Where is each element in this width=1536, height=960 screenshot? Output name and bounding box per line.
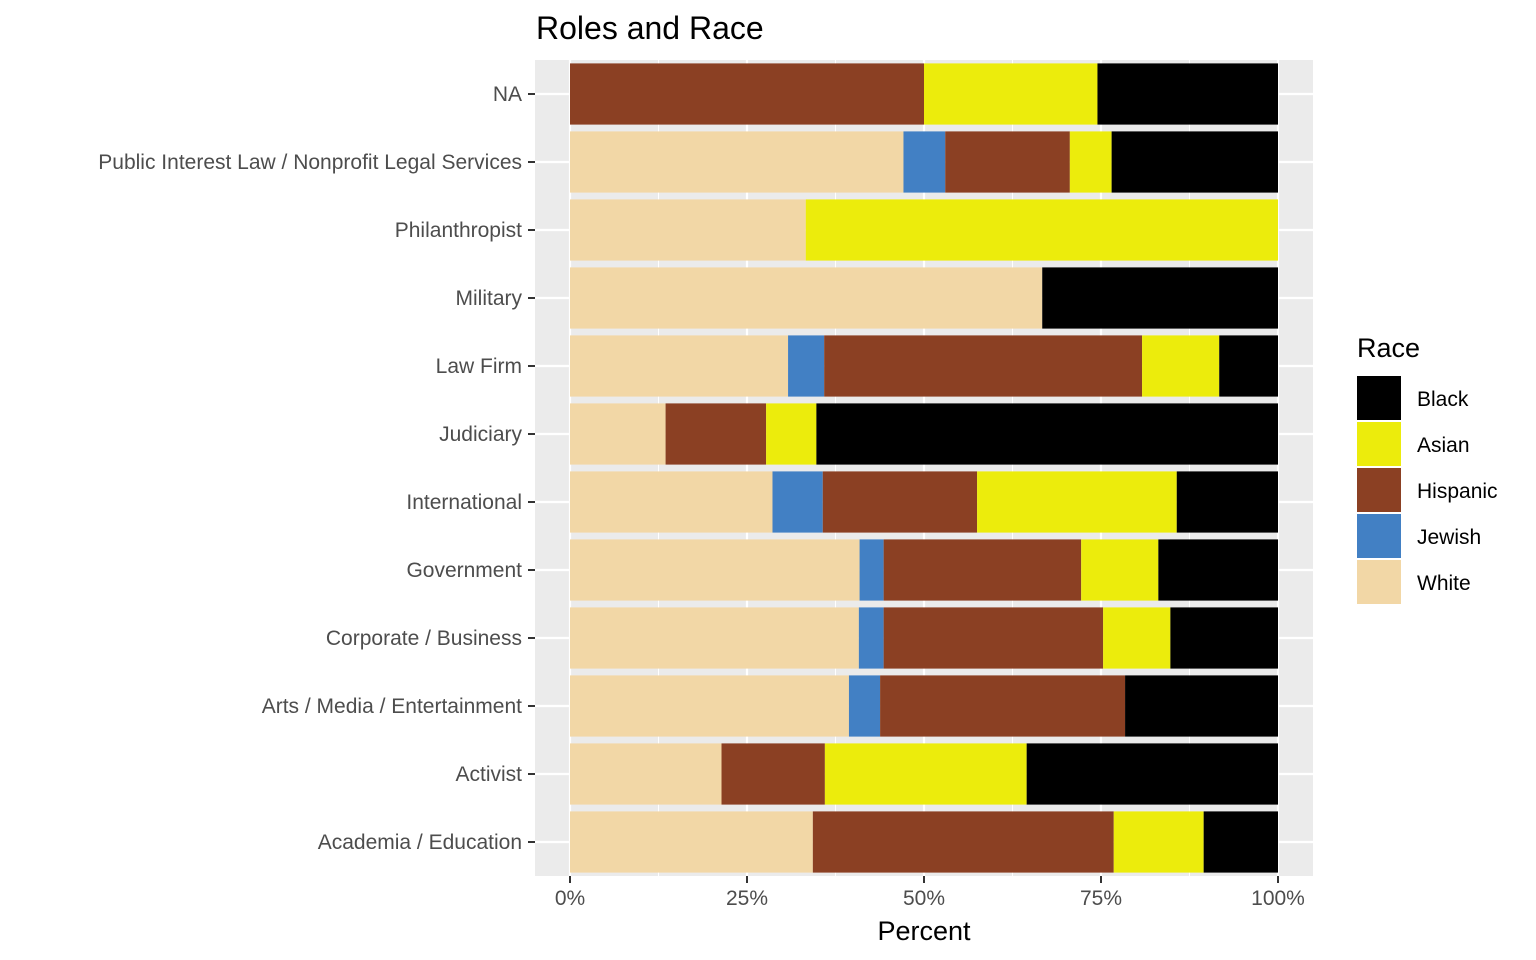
bar-corporate-business-hispanic bbox=[883, 607, 1104, 669]
bar-academia-education-hispanic bbox=[812, 811, 1114, 873]
bar-law-firm-hispanic bbox=[824, 335, 1143, 397]
bar-public-interest-law-nonprofit-legal-services-jewish bbox=[903, 131, 946, 193]
bar-corporate-business-jewish bbox=[858, 607, 884, 669]
x-tick-label: 100% bbox=[1251, 887, 1305, 910]
bar-philanthropist-asian bbox=[805, 199, 1278, 261]
bar-arts-media-entertainment-jewish bbox=[848, 675, 881, 737]
bar-international-asian bbox=[977, 471, 1177, 533]
bar-corporate-business-asian bbox=[1103, 607, 1171, 669]
category-label-international: International bbox=[406, 491, 522, 514]
bar-corporate-business-black bbox=[1170, 607, 1278, 669]
bars bbox=[570, 63, 1278, 873]
category-labels: NA Public Interest Law / Nonprofit Legal … bbox=[98, 83, 535, 854]
bar-judiciary-asian bbox=[766, 403, 817, 465]
bar-na-black bbox=[1097, 63, 1278, 125]
bar-na-hispanic bbox=[570, 63, 924, 125]
legend-swatch-black bbox=[1357, 376, 1401, 420]
bar-activist-white bbox=[570, 743, 722, 805]
bar-na-asian bbox=[924, 63, 1098, 125]
bar-judiciary-white bbox=[570, 403, 666, 465]
category-label-law-firm: Law Firm bbox=[436, 355, 522, 378]
category-label-arts-media-entertainment: Arts / Media / Entertainment bbox=[262, 695, 522, 718]
category-label-government: Government bbox=[406, 559, 522, 582]
legend-swatch-white bbox=[1357, 560, 1401, 604]
legend-label-asian: Asian bbox=[1417, 434, 1470, 457]
category-label-public-interest-law-nonprofit-legal-services: Public Interest Law / Nonprofit Legal Se… bbox=[98, 151, 522, 174]
legend-swatch-jewish bbox=[1357, 514, 1401, 558]
bar-activist-hispanic bbox=[721, 743, 825, 805]
legend-label-jewish: Jewish bbox=[1417, 526, 1481, 549]
category-label-na: NA bbox=[493, 83, 522, 106]
bar-academia-education-white bbox=[570, 811, 813, 873]
bar-corporate-business-white bbox=[570, 607, 859, 669]
bar-judiciary-hispanic bbox=[665, 403, 767, 465]
bar-public-interest-law-nonprofit-legal-services-hispanic bbox=[945, 131, 1070, 193]
bar-government-jewish bbox=[859, 539, 884, 601]
bar-philanthropist-white bbox=[570, 199, 806, 261]
bar-government-hispanic bbox=[883, 539, 1082, 601]
category-label-activist: Activist bbox=[455, 763, 522, 786]
legend-title: Race bbox=[1357, 333, 1420, 363]
bar-public-interest-law-nonprofit-legal-services-white bbox=[570, 131, 904, 193]
x-axis-title: Percent bbox=[877, 916, 971, 946]
bar-international-hispanic bbox=[822, 471, 978, 533]
bar-law-firm-white bbox=[570, 335, 789, 397]
bar-law-firm-asian bbox=[1142, 335, 1220, 397]
bar-government-asian bbox=[1081, 539, 1159, 601]
legend-swatch-asian bbox=[1357, 422, 1401, 466]
bar-public-interest-law-nonprofit-legal-services-black bbox=[1111, 131, 1278, 193]
bar-academia-education-asian bbox=[1113, 811, 1204, 873]
category-label-corporate-business: Corporate / Business bbox=[326, 627, 522, 650]
legend: Race Black Asian Hispanic Jewish White bbox=[1357, 333, 1498, 604]
bar-arts-media-entertainment-black bbox=[1125, 675, 1278, 737]
category-label-academia-education: Academia / Education bbox=[318, 831, 522, 854]
bar-law-firm-jewish bbox=[788, 335, 825, 397]
category-label-philanthropist: Philanthropist bbox=[395, 219, 522, 242]
chart-title: Roles and Race bbox=[536, 10, 764, 46]
x-tick-label: 50% bbox=[903, 887, 945, 910]
bar-public-interest-law-nonprofit-legal-services-asian bbox=[1069, 131, 1112, 193]
x-tick-label: 0% bbox=[555, 887, 585, 910]
legend-swatch-hispanic bbox=[1357, 468, 1401, 512]
category-label-judiciary: Judiciary bbox=[439, 423, 522, 446]
legend-label-white: White bbox=[1417, 572, 1471, 595]
x-tick-label: 25% bbox=[726, 887, 768, 910]
bar-government-white bbox=[570, 539, 860, 601]
bar-military-white bbox=[570, 267, 1043, 329]
bar-international-white bbox=[570, 471, 773, 533]
bar-international-black bbox=[1176, 471, 1278, 533]
x-tick-label: 75% bbox=[1080, 887, 1122, 910]
bar-government-black bbox=[1158, 539, 1278, 601]
bar-academia-education-black bbox=[1203, 811, 1278, 873]
bar-international-jewish bbox=[772, 471, 823, 533]
bar-judiciary-black bbox=[816, 403, 1278, 465]
legend-label-black: Black bbox=[1417, 388, 1469, 411]
legend-label-hispanic: Hispanic bbox=[1417, 480, 1498, 503]
bar-activist-black bbox=[1026, 743, 1278, 805]
bar-military-black bbox=[1042, 267, 1278, 329]
bar-arts-media-entertainment-white bbox=[570, 675, 849, 737]
bar-law-firm-black bbox=[1219, 335, 1278, 397]
category-label-military: Military bbox=[456, 287, 523, 310]
bar-arts-media-entertainment-hispanic bbox=[880, 675, 1126, 737]
bar-activist-asian bbox=[824, 743, 1027, 805]
x-axis-ticks: 0% 25% 50% 75% 100% bbox=[555, 876, 1305, 910]
